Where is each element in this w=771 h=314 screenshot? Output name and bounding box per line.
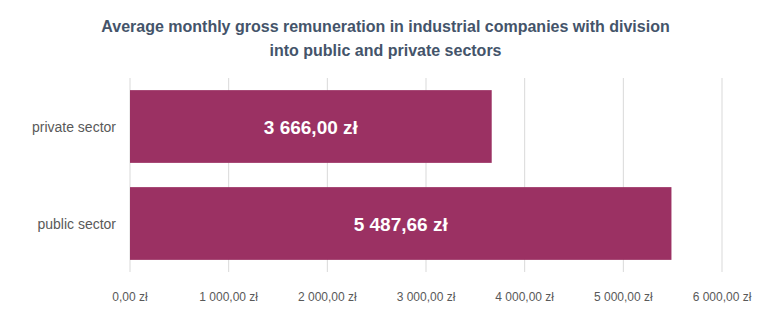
bars [130,90,671,260]
bar [130,187,671,260]
tick-label: 4 000,00 zł [495,290,554,304]
chart-title: Average monthly gross remuneration in in… [85,15,686,63]
data-label: 5 487,66 zł [354,214,449,235]
chart-svg: 0,00 zł 1 000,00 zł 2 000,00 zł 3 000,00 zł… [0,0,771,314]
category-label: public sector [37,216,116,232]
grid-line [722,78,723,272]
tick-label: 1 000,00 zł [199,290,258,304]
tick-label: 2 000,00 zł [298,290,357,304]
tick-label: 6 000,00 zł [693,290,752,304]
tick-label: 0,00 zł [112,290,148,304]
data-label: 3 666,00 zł [264,117,359,138]
tick-label: 3 000,00 zł [397,290,456,304]
category-label: private sector [32,119,116,135]
tick-label: 5 000,00 zł [594,290,653,304]
bar [130,90,492,163]
